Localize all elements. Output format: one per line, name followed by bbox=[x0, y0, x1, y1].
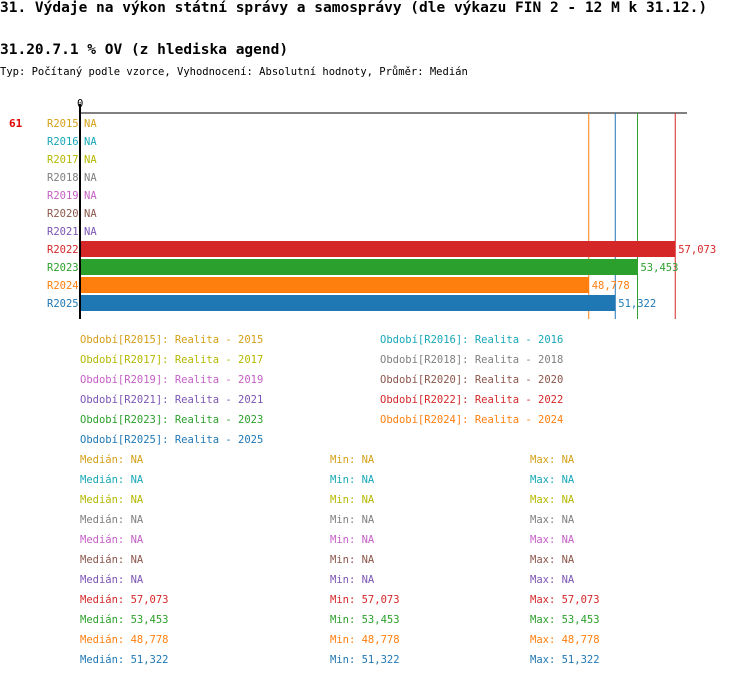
stat-min: Min: NA bbox=[330, 574, 375, 586]
stat-min: Min: 51,322 bbox=[330, 654, 400, 666]
category-label: R2025 bbox=[47, 298, 79, 310]
stat-min: Min: NA bbox=[330, 454, 375, 466]
stat-min: Min: 53,453 bbox=[330, 614, 400, 626]
stat-min: Min: 57,073 bbox=[330, 594, 400, 606]
bar bbox=[80, 241, 676, 257]
stat-max: Max: 53,453 bbox=[530, 614, 600, 626]
stat-median: Medián: 57,073 bbox=[80, 594, 169, 606]
legend-item: Období[R2016]: Realita - 2016 bbox=[380, 334, 564, 346]
category-label: R2023 bbox=[47, 262, 79, 274]
stat-median: Medián: NA bbox=[80, 554, 144, 566]
value-label: NA bbox=[84, 172, 97, 184]
stat-median: Medián: NA bbox=[80, 574, 144, 586]
value-label: NA bbox=[84, 226, 97, 238]
stat-median: Medián: NA bbox=[80, 494, 144, 506]
category-label: R2018 bbox=[47, 172, 79, 184]
stat-min: Min: NA bbox=[330, 474, 375, 486]
legend-item: Období[R2021]: Realita - 2021 bbox=[80, 394, 264, 406]
category-label: R2019 bbox=[47, 190, 79, 202]
value-label: NA bbox=[84, 118, 97, 130]
stat-min: Min: NA bbox=[330, 554, 375, 566]
category-label: R2020 bbox=[47, 208, 79, 220]
stat-max: Max: NA bbox=[530, 454, 575, 466]
stat-max: Max: 57,073 bbox=[530, 594, 600, 606]
stat-max: Max: NA bbox=[530, 514, 575, 526]
stat-min: Min: NA bbox=[330, 494, 375, 506]
stat-min: Min: NA bbox=[330, 534, 375, 546]
legend-item: Období[R2019]: Realita - 2019 bbox=[80, 374, 264, 386]
stat-median: Medián: 51,322 bbox=[80, 654, 169, 666]
value-label: 57,073 bbox=[678, 244, 716, 256]
value-label: NA bbox=[84, 208, 97, 220]
legend-item: Období[R2023]: Realita - 2023 bbox=[80, 414, 264, 426]
legend-item: Období[R2017]: Realita - 2017 bbox=[80, 354, 264, 366]
stat-max: Max: 48,778 bbox=[530, 634, 600, 646]
stat-max: Max: NA bbox=[530, 574, 575, 586]
stat-min: Min: NA bbox=[330, 514, 375, 526]
rank-number: 61 bbox=[9, 117, 23, 130]
stat-min: Min: 48,778 bbox=[330, 634, 400, 646]
category-label: R2022 bbox=[47, 244, 79, 256]
category-label: R2024 bbox=[47, 280, 79, 292]
bar bbox=[80, 295, 616, 311]
category-label: R2016 bbox=[47, 136, 79, 148]
legend-item: Období[R2020]: Realita - 2020 bbox=[380, 374, 564, 386]
value-label: 51,322 bbox=[618, 298, 656, 310]
legend-item: Období[R2018]: Realita - 2018 bbox=[380, 354, 564, 366]
bar bbox=[80, 259, 638, 275]
value-label: 53,453 bbox=[640, 262, 678, 274]
stat-max: Max: 51,322 bbox=[530, 654, 600, 666]
legend-item: Období[R2022]: Realita - 2022 bbox=[380, 394, 564, 406]
category-label: R2015 bbox=[47, 118, 79, 130]
legend-item: Období[R2025]: Realita - 2025 bbox=[80, 434, 264, 446]
value-label: NA bbox=[84, 136, 97, 148]
value-label: NA bbox=[84, 190, 97, 202]
stat-max: Max: NA bbox=[530, 494, 575, 506]
value-label: NA bbox=[84, 154, 97, 166]
stat-median: Medián: 53,453 bbox=[80, 614, 169, 626]
stat-median: Medián: NA bbox=[80, 514, 144, 526]
stat-max: Max: NA bbox=[530, 554, 575, 566]
category-label: R2021 bbox=[47, 226, 79, 238]
value-label: 48,778 bbox=[592, 280, 630, 292]
stat-median: Medián: NA bbox=[80, 454, 144, 466]
category-label: R2017 bbox=[47, 154, 79, 166]
stat-max: Max: NA bbox=[530, 474, 575, 486]
stat-median: Medián: NA bbox=[80, 474, 144, 486]
stat-max: Max: NA bbox=[530, 534, 575, 546]
legend-item: Období[R2015]: Realita - 2015 bbox=[80, 334, 264, 346]
chart-meta: Typ: Počítaný podle vzorce, Vyhodnocení:… bbox=[0, 66, 468, 78]
page-title: 31. Výdaje na výkon státní správy a samo… bbox=[0, 0, 708, 16]
chart-subtitle: 31.20.7.1 % OV (z hlediska agend) bbox=[0, 42, 289, 58]
stat-median: Medián: NA bbox=[80, 534, 144, 546]
stat-median: Medián: 48,778 bbox=[80, 634, 169, 646]
legend-item: Období[R2024]: Realita - 2024 bbox=[380, 414, 564, 426]
bar bbox=[80, 277, 589, 293]
